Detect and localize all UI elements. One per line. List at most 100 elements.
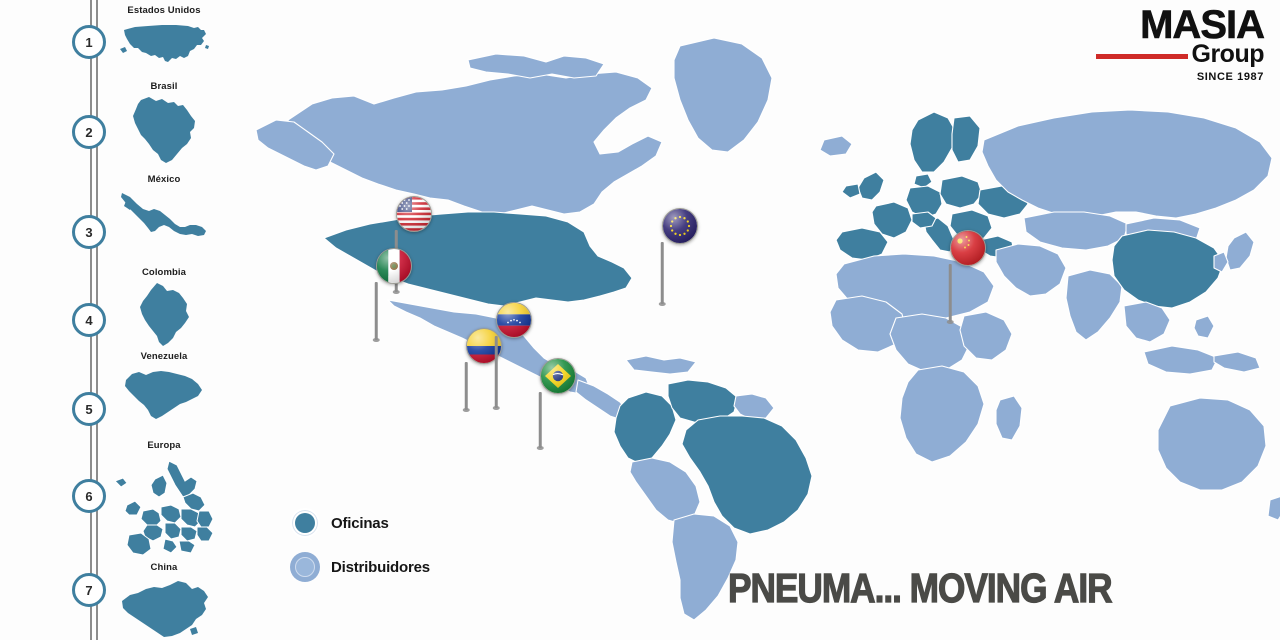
sidebar-item-estados-unidos[interactable]: Estados Unidos [104,6,224,72]
country-alaska [255,119,335,171]
country-france [871,201,913,239]
country-colombia [613,391,677,465]
mexico-flag-icon [376,248,412,284]
country-middle-east [995,243,1067,297]
country-brazil [681,415,813,535]
sidebar-item-label: China [150,562,178,573]
country-greenland [673,37,773,153]
filled-circle-icon [290,508,320,538]
sidebar-step-7[interactable]: 7 [72,573,106,607]
tagline: PNEUMA... MOVING AIR [727,565,1113,611]
china-thumb-icon [122,580,208,637]
legend-item-oficinas[interactable]: Oficinas [290,508,430,538]
sidebar-step-5[interactable]: 5 [72,392,106,426]
country-switzerland-austria [911,211,937,229]
pin-stem [947,264,953,324]
country-china [1111,229,1225,309]
masia-group-logo: MASIA Group SINCE 1987 [1064,3,1265,84]
europe-thumb-icon [114,459,214,556]
sidebar-step-1[interactable]: 1 [72,25,106,59]
sidebar-step-number: 2 [85,124,93,140]
pin-stem [493,336,499,410]
sidebar-item-venezuela[interactable]: Venezuela [104,352,224,426]
ring-circle-icon [290,552,320,582]
sidebar-step-number: 1 [85,34,93,50]
logo-brand: MASIA [1140,3,1265,47]
brazil-flag-icon [540,358,576,394]
country-new-zealand [1267,496,1280,521]
country-korea [1213,251,1229,273]
pin-stem [659,242,665,306]
sidebar-step-3[interactable]: 3 [72,215,106,249]
legend-label: Oficinas [331,514,389,532]
country-finland [951,115,981,163]
sidebar-item-mexico[interactable]: México [104,175,224,245]
sidebar-item-europa[interactable]: Europa [104,441,224,561]
sidebar-step-6[interactable]: 6 [72,479,106,513]
sidebar-item-china[interactable]: China [104,563,224,640]
sidebar-step-4[interactable]: 4 [72,303,106,337]
sidebar-item-label: Europa [147,440,181,451]
country-central-africa [889,313,971,373]
pin-stem [373,282,379,342]
logo-red-bar [1095,53,1188,59]
sidebar-item-colombia[interactable]: Colombia [104,268,224,350]
country-se-asia [1123,301,1171,343]
venezuela-thumb-icon [125,370,202,419]
country-ireland [841,183,861,199]
country-denmark [913,173,933,189]
country-kazakhstan [1023,211,1129,251]
country-russia [981,109,1273,219]
country-canada [287,71,663,215]
country-philippines [1193,315,1215,339]
sidebar-item-label: Colombia [141,267,187,278]
sidebar-step-number: 5 [85,401,93,417]
country-new-guinea [1213,351,1261,373]
mexico-thumb-icon [121,192,206,236]
country-peru-bolivia [629,457,701,525]
country-southern-africa [899,365,985,463]
country-japan [1225,231,1255,271]
sidebar-item-label: Brasil [150,81,178,92]
us-thumb-icon [120,24,209,62]
venezuela-flag-icon [496,302,532,338]
pin-stem [463,362,469,412]
china-flag-icon [950,230,986,266]
country-germany [905,185,943,219]
country-iceland [819,135,853,157]
country-indonesia [1143,345,1219,375]
colombia-thumb-icon [140,282,189,346]
world-map [228,0,1280,640]
sidebar-step-2[interactable]: 2 [72,115,106,149]
us-flag-icon [396,196,432,232]
country-norway-sweden [909,111,957,173]
country-guyanas [733,393,775,421]
country-australia [1157,397,1267,491]
legend-item-distribuidores[interactable]: Distribuidores [290,552,430,582]
map-legend: Oficinas Distribuidores [290,508,430,596]
legend-label: Distribuidores [331,558,430,576]
sidebar-item-label: Estados Unidos [127,5,201,16]
sidebar-item-label: Venezuela [140,351,188,362]
sidebar-step-number: 4 [85,312,93,328]
country-uk [857,171,885,201]
sidebar-step-number: 6 [85,488,93,504]
sidebar-item-label: México [147,174,181,185]
world-map-svg [255,37,1280,621]
canada-arctic-islands [467,53,605,79]
sidebar-step-number: 3 [85,224,93,240]
brazil-thumb-icon [133,96,195,163]
sidebar-item-brasil[interactable]: Brasil [104,82,224,166]
logo-second-row: Group [1064,42,1264,67]
logo-since: SINCE 1987 [1196,71,1264,84]
country-united-states [323,211,633,307]
country-poland-baltics [939,175,983,209]
country-east-africa [959,311,1013,361]
country-madagascar [995,395,1023,441]
country-sidebar: 1 2 3 4 5 6 7 Estados Unidos Brasil Méxi… [0,0,225,640]
logo-sub: Group [1191,40,1265,69]
eu-flag-icon [662,208,698,244]
country-india [1065,269,1123,341]
caribbean-islands [625,355,697,375]
